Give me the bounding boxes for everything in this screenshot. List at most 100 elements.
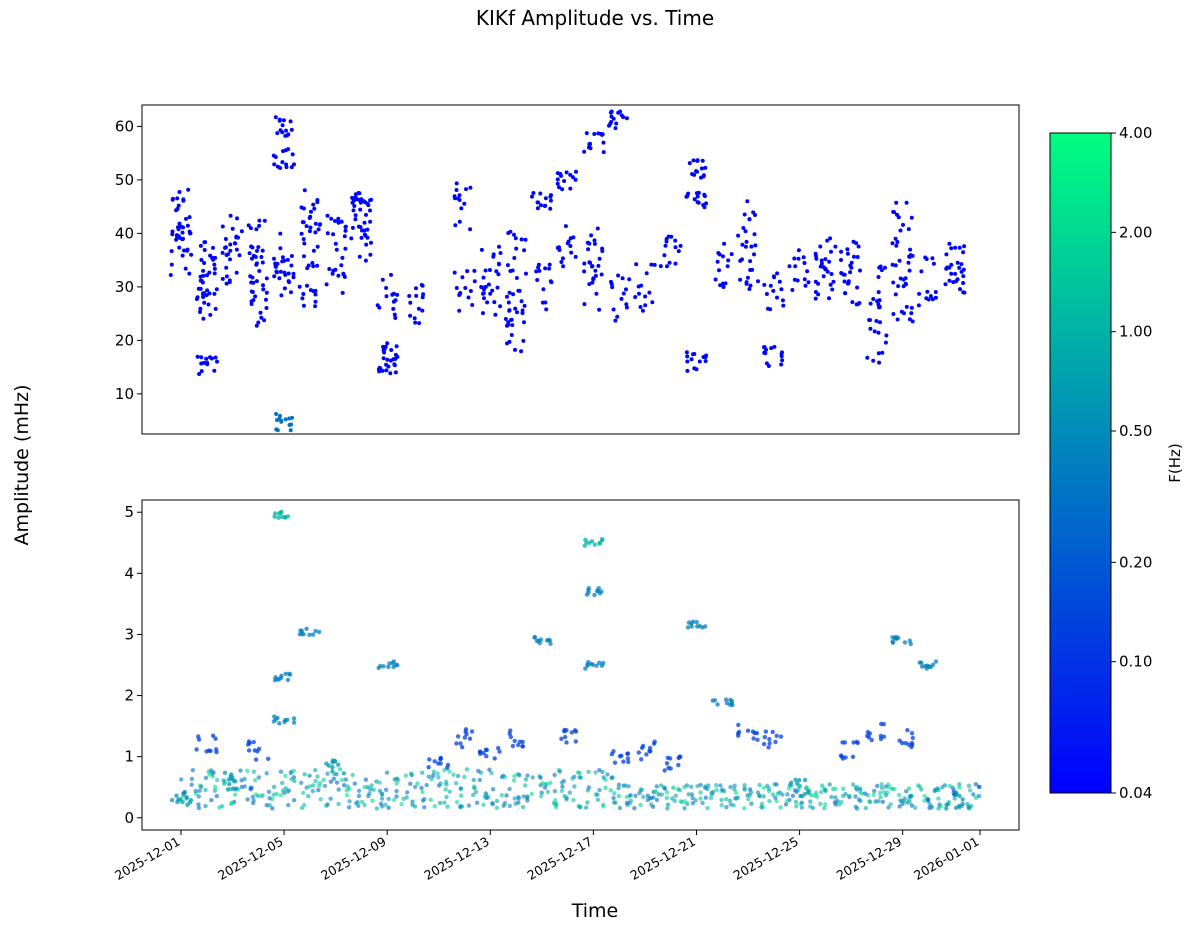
top-data-point [919,269,924,274]
top-data-point [315,198,320,202]
top-data-point [543,196,548,201]
top-data-point [805,269,810,274]
top-data-point [909,311,914,316]
bottom-data-point [213,736,218,741]
top-data-point [453,223,458,228]
bottom-data-point [695,624,700,629]
bottom-density-point [325,802,330,807]
top-data-point [843,291,848,296]
x-tick-label: 2025-12-05 [215,834,285,883]
bottom-data-point [283,671,288,676]
top-data-point [282,270,287,275]
top-data-point [856,244,861,249]
top-data-point [743,229,748,234]
top-data-point [186,187,191,192]
bottom-data-point [583,666,588,671]
top-data-point [665,264,669,269]
bottom-density-point [548,780,553,785]
bottom-density-point [883,784,889,789]
top-data-point [509,333,514,337]
bottom-density-point [458,804,463,809]
top-data-point [211,245,215,250]
top-data-point [916,303,921,308]
bottom-density-point [212,784,218,789]
top-data-point [523,237,528,242]
top-data-point [876,275,881,279]
top-data-point [457,293,462,297]
top-data-point [381,356,386,361]
bottom-density-point [356,793,362,799]
top-data-point [180,230,185,235]
top-data-point [684,194,689,199]
top-data-point [848,270,853,275]
top-data-point [256,245,261,250]
bottom-density-point [458,786,463,791]
bottom-density-point [307,784,312,789]
top-data-point [310,261,315,265]
top-data-point [643,303,648,308]
top-data-point [334,247,339,252]
bottom-density-point [386,796,391,802]
top-data-point [621,291,626,296]
bottom-density-point [283,773,288,779]
top-data-point [662,253,667,258]
top-data-point [591,276,596,281]
top-data-point [573,254,578,259]
top-data-point [696,200,701,205]
top-data-point [868,326,873,331]
top-data-point [586,247,591,252]
top-data-point [384,368,389,373]
bottom-data-point [648,749,653,754]
top-data-point [509,317,514,322]
top-data-point [691,158,696,163]
top-data-point [702,192,707,197]
bottom-density-point [391,797,397,803]
top-data-point [336,216,341,221]
top-data-point [596,131,601,136]
bottom-data-point [282,515,288,520]
bottom-density-point [251,769,257,774]
top-data-point [924,257,929,261]
bottom-density-point [443,787,448,792]
bottom-density-point [677,788,682,793]
top-data-point [220,276,225,281]
top-data-point [555,181,560,186]
top-data-point [351,208,356,213]
top-data-point [897,258,902,263]
bottom-data-point [512,738,517,744]
top-data-point [613,126,618,131]
bottom-density-point [880,799,885,804]
top-data-point [780,298,785,303]
bottom-density-point [706,783,711,788]
bottom-density-point [352,781,357,786]
bottom-density-point [267,796,272,801]
bottom-data-point [467,736,473,741]
top-data-point [363,200,368,205]
top-data-point [495,285,500,290]
top-data-point [258,310,263,315]
bottom-data-point [246,748,252,753]
top-data-point [769,346,774,351]
top-data-point [592,132,597,136]
top-data-point [491,252,496,257]
top-data-point [302,188,307,193]
top-data-point [619,113,624,118]
top-data-point [740,257,744,262]
top-data-point [195,354,200,359]
bottom-density-point [454,800,460,805]
bottom-density-point [851,782,856,787]
bottom-density-point [957,785,962,790]
top-data-point [702,205,707,210]
top-data-point [395,292,400,297]
top-data-point [470,303,475,307]
top-data-point [380,368,385,373]
colorbar-tick-label: 0.10 [1119,653,1152,671]
top-data-point [224,281,229,286]
top-data-point [597,256,602,261]
bottom-density-point [922,793,927,799]
top-data-point [254,227,259,232]
bottom-data-point [755,737,760,742]
bottom-density-point [628,793,633,798]
top-data-point [381,348,386,353]
bottom-density-point [344,793,350,798]
